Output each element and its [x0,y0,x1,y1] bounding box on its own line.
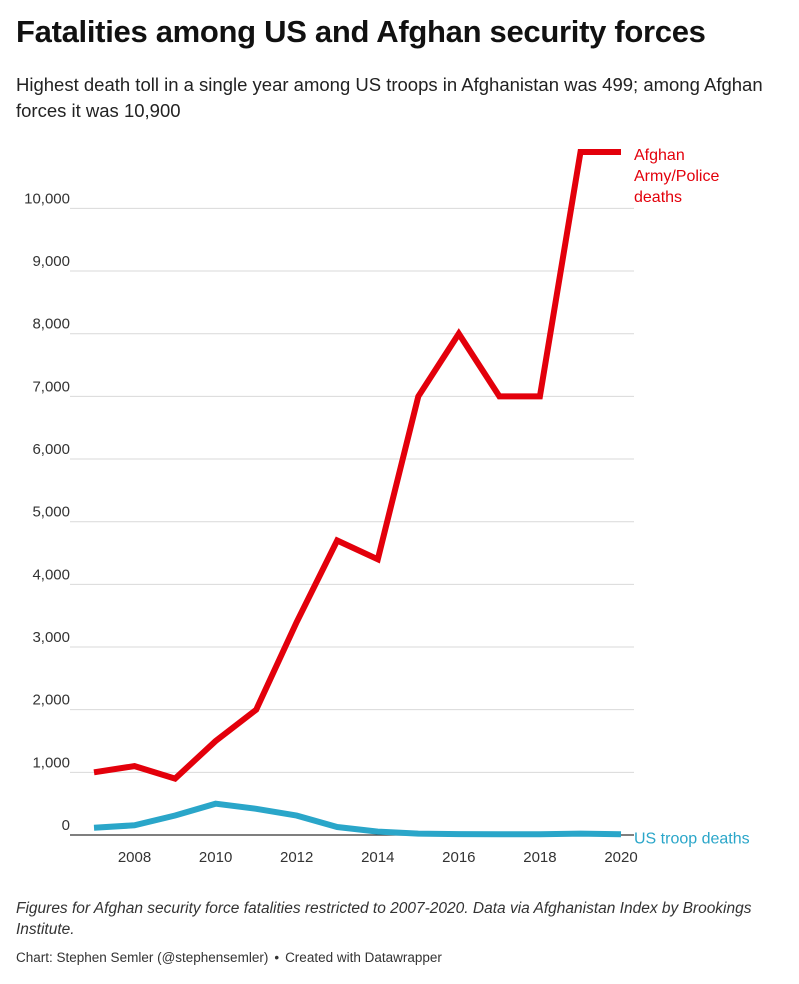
x-tick-label: 2012 [280,849,313,866]
x-axis-ticks: 2008 2010 2012 2014 2016 2018 2020 [118,849,638,866]
series-label-1: US troop deaths [634,830,750,847]
y-tick-label: 0 [62,817,70,834]
line-chart: 0 1,000 2,000 3,000 4,000 5,000 6,000 7,000 8,00… [24,147,750,866]
y-axis-ticks: 0 1,000 2,000 3,000 4,000 5,000 6,000 7,000 8,00… [24,190,70,834]
chart-subtitle: Highest death toll in a single year amon… [16,74,763,121]
series-label-0: deaths [634,189,682,206]
chart-title: Fatalities among US and Afghan security … [16,14,706,49]
series-labels: Afghan Army/Police deaths US troop deaths [634,147,750,847]
series-label-0: Army/Police [634,168,719,185]
x-tick-label: 2008 [118,849,151,866]
series-line-0 [93,149,621,782]
y-tick-label: 1,000 [32,754,70,771]
series-line-1 [93,800,622,838]
y-tick-label: 8,000 [32,316,70,333]
y-tick-label: 5,000 [32,504,70,521]
credit-author: Chart: Stephen Semler (@stephensemler) [16,950,269,965]
x-tick-label: 2018 [523,849,556,866]
chart-credit: Chart: Stephen Semler (@stephensemler) • C… [16,950,786,965]
y-tick-label: 6,000 [32,441,70,458]
gridlines [70,207,634,836]
x-tick-label: 2014 [361,849,394,866]
y-tick-label: 2,000 [32,692,70,709]
y-tick-label: 9,000 [32,253,70,270]
y-tick-label: 7,000 [32,378,70,395]
chart-note: Figures for Afghan security force fatali… [16,900,752,938]
y-tick-label: 10,000 [24,190,70,207]
x-tick-label: 2020 [604,849,637,866]
credit-separator: • [274,950,280,965]
y-tick-label: 3,000 [32,629,70,646]
series-label-0: Afghan [634,147,685,164]
x-tick-label: 2010 [199,849,232,866]
credit-tool: Created with Datawrapper [285,950,442,965]
y-tick-label: 4,000 [32,566,70,583]
series-lines [93,149,622,838]
x-tick-label: 2016 [442,849,475,866]
